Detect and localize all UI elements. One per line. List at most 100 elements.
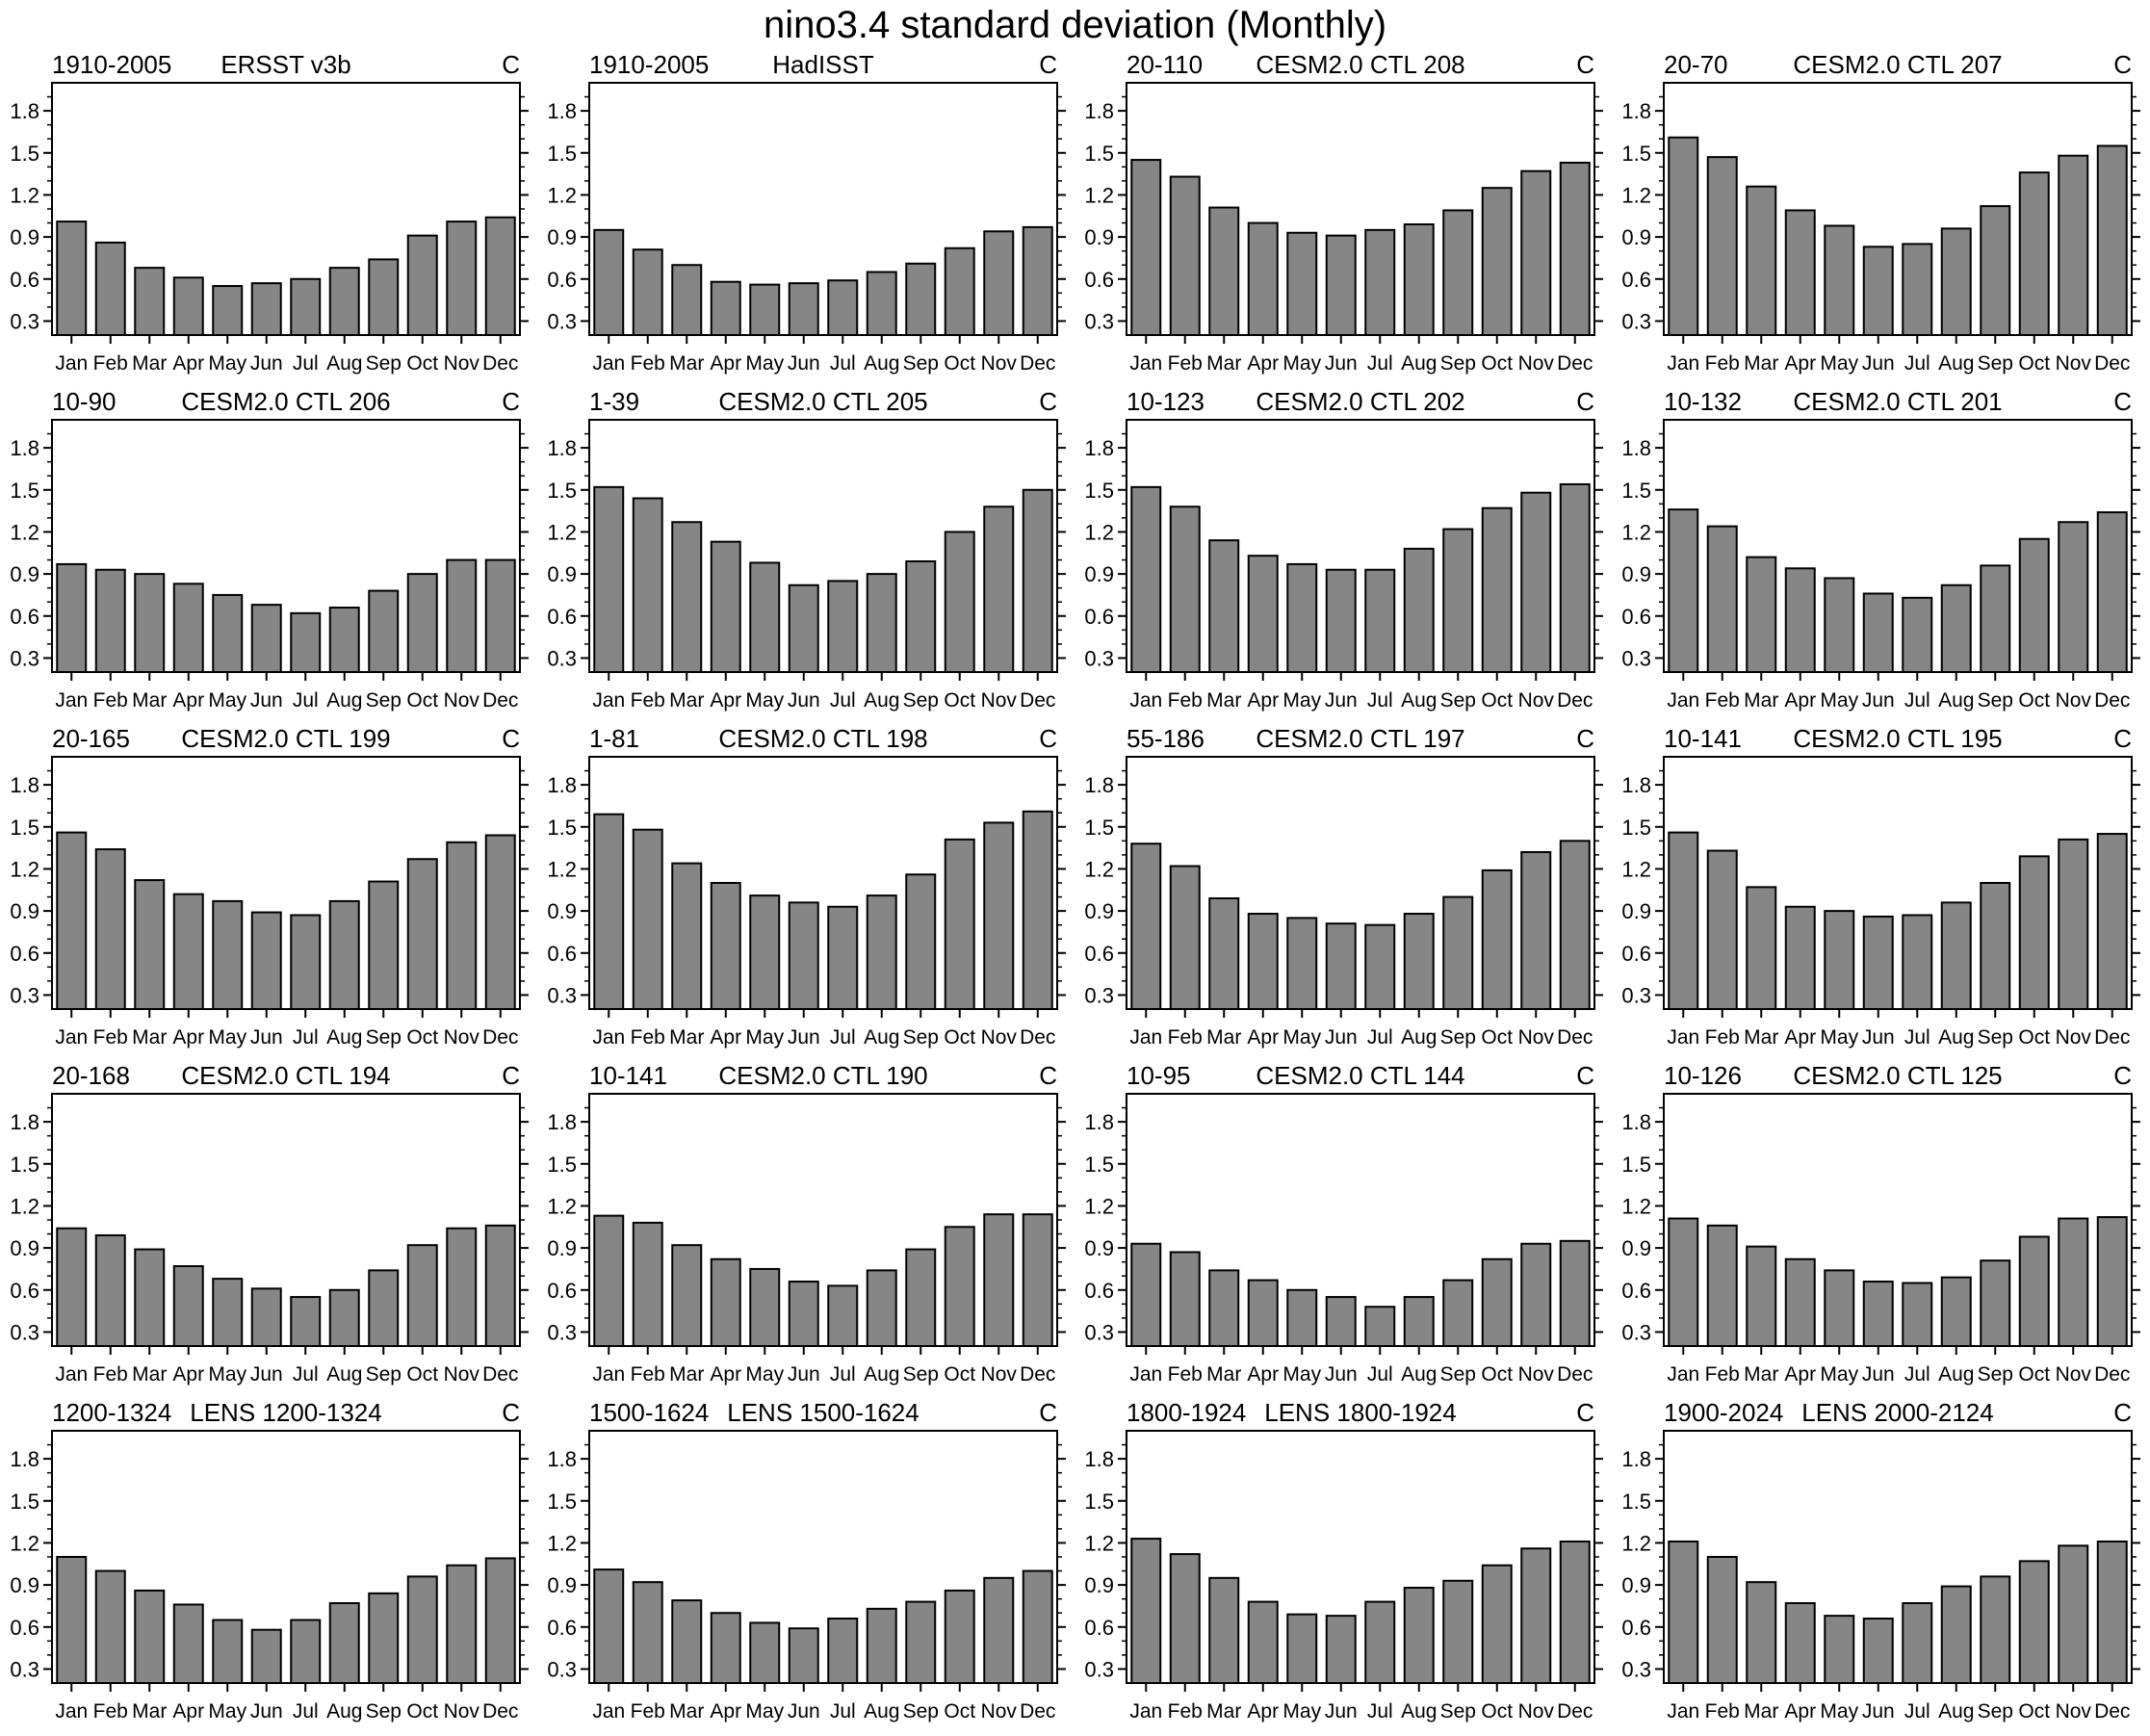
x-axis-month-label: Jun	[1862, 352, 1895, 375]
bar	[484, 1224, 516, 1347]
bar	[2018, 171, 2050, 336]
x-axis-month-label: May	[745, 689, 784, 712]
x-axis-month-label: Jun	[1862, 1700, 1895, 1723]
x-axis-month-label: Mar	[1206, 1700, 1241, 1723]
bar	[1403, 913, 1435, 1010]
bar	[1668, 831, 1699, 1010]
bar	[593, 1568, 625, 1685]
x-axis-month-label: Sep	[366, 352, 402, 375]
y-axis-tick-label: 0.6	[1621, 1279, 1651, 1303]
bar	[446, 220, 478, 337]
bar	[1442, 528, 1474, 673]
panel-period-label: 20-165	[52, 724, 130, 753]
bar	[1824, 1615, 1855, 1684]
panel-svg: 10-126 CESM2.0 CTL 125 C 0.3 0.6 0.9 1.2 1.5 1.8…	[1621, 1061, 2140, 1386]
panel-unit-label: C	[1576, 724, 1594, 753]
bar	[1022, 225, 1053, 336]
x-axis-month-label: Jun	[250, 689, 283, 712]
bar	[290, 611, 322, 674]
y-axis-tick-label: 0.3	[10, 646, 39, 670]
x-axis-month-label: Jul	[830, 1363, 856, 1386]
bar	[250, 1628, 282, 1684]
plot-frame	[51, 82, 521, 336]
plot-frame	[1126, 82, 1595, 336]
bar	[368, 1269, 400, 1347]
bar	[1784, 567, 1816, 674]
plot-frame	[1126, 1093, 1595, 1347]
bar	[406, 858, 438, 1010]
bar	[1286, 231, 1318, 336]
y-axis-tick-label: 0.6	[1621, 268, 1651, 292]
x-axis-month-label: Aug	[864, 1026, 899, 1049]
y-axis-tick-label: 0.6	[10, 268, 39, 292]
x-axis-month-label: Aug	[326, 1363, 362, 1386]
y-axis-tick-label: 1.5	[1084, 1153, 1114, 1177]
bar	[1784, 905, 1816, 1010]
bar	[632, 828, 663, 1010]
plot-frame	[1663, 419, 2133, 673]
x-axis-month-label: Apr	[1784, 1700, 1816, 1723]
x-axis-month-label: Nov	[444, 1363, 480, 1386]
x-axis-month-label: Feb	[1705, 352, 1740, 375]
y-axis-tick-label: 1.8	[1084, 436, 1114, 460]
bar	[94, 848, 126, 1010]
x-axis-month-label: Dec	[482, 1026, 518, 1049]
x-axis-month-label: Jul	[1367, 1700, 1393, 1723]
chart-panel: 55-186 CESM2.0 CTL 197 C 0.3 0.6 0.9 1.2 1.5 1.8…	[1075, 722, 1612, 1059]
x-axis-month-label: Jun	[788, 1700, 820, 1723]
x-axis-month-label: Nov	[444, 1700, 480, 1723]
x-axis-month-label: Dec	[1557, 1700, 1593, 1723]
x-axis-month-label: Sep	[1440, 1363, 1476, 1386]
panel-svg: 1-39 CESM2.0 CTL 205 C 0.3 0.6 0.9 1.2 1.5 1.8 Ja…	[547, 387, 1066, 712]
bar	[827, 1284, 859, 1348]
y-axis-tick-label: 0.6	[1621, 605, 1651, 629]
x-axis-month-label: Mar	[132, 352, 167, 375]
y-axis-tick-label: 0.9	[1084, 899, 1114, 923]
bar	[328, 1288, 360, 1347]
panel-period-label: 10-90	[52, 387, 117, 416]
bar	[484, 834, 516, 1010]
x-axis-month-label: Sep	[366, 1026, 402, 1049]
x-axis-month-label: Feb	[1168, 1700, 1203, 1723]
bar	[632, 248, 663, 336]
y-axis-tick-label: 1.8	[547, 1447, 577, 1471]
panel-svg: 1800-1924 LENS 1800-1924 C 0.3 0.6 0.9 1.2 1.5 1…	[1084, 1398, 1603, 1723]
x-axis-month-label: Jan	[1129, 352, 1162, 375]
bar	[172, 1603, 204, 1684]
x-axis-month-label: Nov	[1518, 1700, 1555, 1723]
y-axis-tick-label: 1.5	[1621, 1490, 1651, 1514]
chart-panel: 1500-1624 LENS 1500-1624 C 0.3 0.6 0.9 1.2 1.5 1…	[537, 1396, 1075, 1733]
y-axis-tick-label: 0.9	[1621, 562, 1651, 586]
bar	[1706, 1224, 1738, 1347]
chart-panel: 10-123 CESM2.0 CTL 202 C 0.3 0.6 0.9 1.2 1.5 1.8…	[1075, 385, 1612, 722]
x-axis-month-label: Nov	[2056, 1700, 2092, 1723]
x-axis-month-label: Aug	[1938, 689, 1974, 712]
bar	[1169, 865, 1201, 1010]
x-axis-month-label: Aug	[1401, 1363, 1437, 1386]
y-axis-tick-label: 0.9	[10, 899, 39, 923]
x-axis-month-label: Mar	[1206, 1363, 1241, 1386]
panel-unit-label: C	[2113, 1061, 2132, 1090]
bar	[290, 277, 322, 336]
bar	[671, 862, 703, 1010]
bar	[1247, 555, 1279, 673]
x-axis-month-label: Jan	[592, 689, 625, 712]
bar	[1902, 1282, 1933, 1347]
x-axis-month-label: Jun	[250, 1700, 283, 1723]
panel-dataset-label: LENS 1500-1624	[727, 1398, 919, 1427]
bar	[172, 276, 204, 336]
panel-unit-label: C	[1576, 1398, 1594, 1427]
bar	[866, 894, 897, 1011]
bar	[2096, 144, 2128, 336]
bar	[1247, 1600, 1279, 1684]
bar	[1481, 1564, 1513, 1685]
x-axis-month-label: Mar	[669, 1700, 704, 1723]
x-axis-month-label: Nov	[981, 1363, 1018, 1386]
bar	[866, 573, 897, 673]
x-axis-month-label: Aug	[1401, 1700, 1437, 1723]
bar	[328, 267, 360, 336]
x-axis-month-label: May	[1820, 352, 1858, 375]
x-axis-month-label: Apr	[710, 1700, 741, 1723]
x-axis-month-label: Jan	[55, 689, 88, 712]
bar	[1940, 227, 1972, 336]
